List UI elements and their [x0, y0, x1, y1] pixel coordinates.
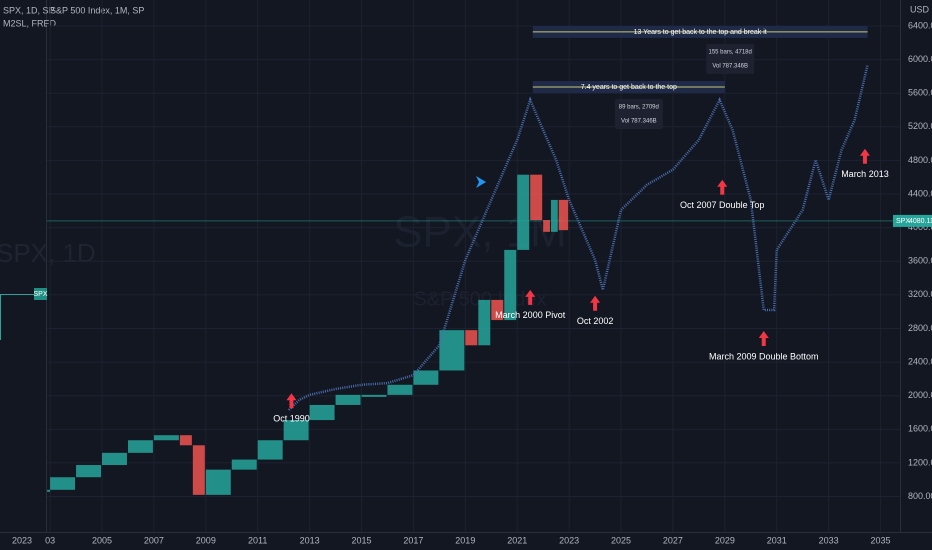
- x-tick-label: 2021: [507, 535, 527, 545]
- price-badge-symbol: SPX: [896, 218, 910, 225]
- y-tick-label: 4400.00: [908, 188, 932, 198]
- header-symbol: SPX, 1D, SP: [3, 5, 55, 15]
- left-watermark: SPX, 1D: [0, 238, 96, 268]
- x-tick-label: 03: [45, 535, 55, 545]
- price-badge-value: 4080.11: [909, 218, 932, 225]
- annotation-label: Oct 2007 Double Top: [680, 200, 764, 210]
- candle: [76, 465, 102, 478]
- x-tick-label: 2025: [611, 535, 631, 545]
- x-tick-label: 2009: [196, 535, 216, 545]
- x-tick-label: 2033: [819, 535, 839, 545]
- measure-info-bg: [706, 43, 755, 74]
- candle: [550, 199, 558, 232]
- x-tick-label: 2015: [352, 535, 372, 545]
- y-tick-label: 4000.00: [908, 222, 932, 232]
- candle: [47, 489, 51, 492]
- header-indicator: M2SL, FRED: [3, 18, 57, 28]
- header-overlay: S&P 500 Index, 1M, SP: [50, 5, 144, 15]
- y-tick-label: 5600.00: [908, 88, 932, 98]
- measure-label: 13 Years to get back to the top and brea…: [634, 29, 767, 36]
- annotation-arrow: [758, 331, 769, 347]
- annotation-arrow: [859, 148, 870, 164]
- annotation-arrow: [286, 393, 297, 409]
- annotation-arrow: [717, 179, 728, 195]
- y-tick-label: 6400.00: [908, 20, 932, 30]
- candle: [127, 440, 153, 453]
- candle: [543, 220, 550, 232]
- candle: [361, 394, 387, 397]
- candle: [413, 370, 439, 385]
- x-tick-label: 2007: [144, 535, 164, 545]
- left-date: 2023: [12, 535, 32, 545]
- candle: [491, 299, 504, 321]
- candle: [439, 330, 465, 371]
- axis-unit: USD: [910, 4, 930, 14]
- candle: [231, 459, 257, 470]
- price-badge-bg: [893, 214, 932, 227]
- candle: [179, 435, 192, 446]
- annotation-label: Oct 2002: [577, 316, 614, 326]
- candle: [205, 469, 231, 495]
- x-tick-label: 2031: [767, 535, 787, 545]
- annotation-arrow: [525, 289, 536, 305]
- annotation-label: March 2000 Pivot: [495, 310, 566, 320]
- measure-vol: Vol 787.346B: [712, 64, 748, 70]
- candle: [283, 420, 309, 441]
- measure-bars: 155 bars, 4718d: [708, 50, 751, 56]
- candle: [517, 174, 530, 250]
- x-tick-label: 2035: [871, 535, 891, 545]
- x-tick-label: 2011: [248, 535, 267, 545]
- y-tick-label: 1600.00: [908, 424, 932, 434]
- y-tick-label: 3600.00: [908, 256, 932, 266]
- candle: [257, 440, 283, 460]
- y-tick-label: 2400.00: [908, 356, 932, 366]
- candle: [558, 199, 569, 231]
- x-tick-label: 2023: [559, 535, 579, 545]
- x-tick-label: 2027: [663, 535, 683, 545]
- candle: [465, 330, 478, 346]
- candle: [530, 174, 543, 221]
- measure-vol: Vol 787.346B: [621, 119, 657, 125]
- y-tick-label: 2000.00: [908, 390, 932, 400]
- measure-bars: 89 bars, 2709d: [619, 105, 659, 111]
- candle: [50, 477, 76, 490]
- measure-label: 7.4 years to get back to the top: [581, 84, 677, 91]
- y-tick-label: 6000.00: [908, 54, 932, 64]
- x-tick-label: 2005: [92, 535, 112, 545]
- marker-arrow: [476, 176, 486, 188]
- annotation-label: March 2013: [841, 169, 889, 179]
- annotation-arrow: [590, 295, 601, 311]
- left-badge: SPX: [33, 291, 47, 298]
- candle: [192, 445, 205, 495]
- candle: [387, 384, 413, 395]
- y-tick-label: 1200.00: [908, 457, 932, 467]
- x-tick-label: 2017: [403, 535, 423, 545]
- left-badge-bg: [34, 288, 47, 300]
- candle: [478, 299, 491, 346]
- y-tick-label: 2800.00: [908, 323, 932, 333]
- annotation-label: Oct 1990: [273, 414, 310, 424]
- candle: [335, 394, 361, 405]
- candle: [309, 404, 335, 421]
- y-tick-label: 3200.00: [908, 289, 932, 299]
- y-tick-label: 4800.00: [908, 155, 932, 165]
- candle: [153, 435, 179, 441]
- x-tick-label: 2029: [715, 535, 735, 545]
- x-tick-label: 2013: [300, 535, 320, 545]
- y-tick-label: 800.00: [908, 491, 932, 501]
- y-tick-label: 5200.00: [908, 121, 932, 131]
- price-line: [287, 64, 869, 411]
- candle: [504, 249, 517, 321]
- annotation-label: March 2009 Double Bottom: [709, 351, 819, 361]
- x-tick-label: 2019: [455, 535, 475, 545]
- measure-info-bg: [614, 98, 663, 129]
- candle: [102, 452, 127, 466]
